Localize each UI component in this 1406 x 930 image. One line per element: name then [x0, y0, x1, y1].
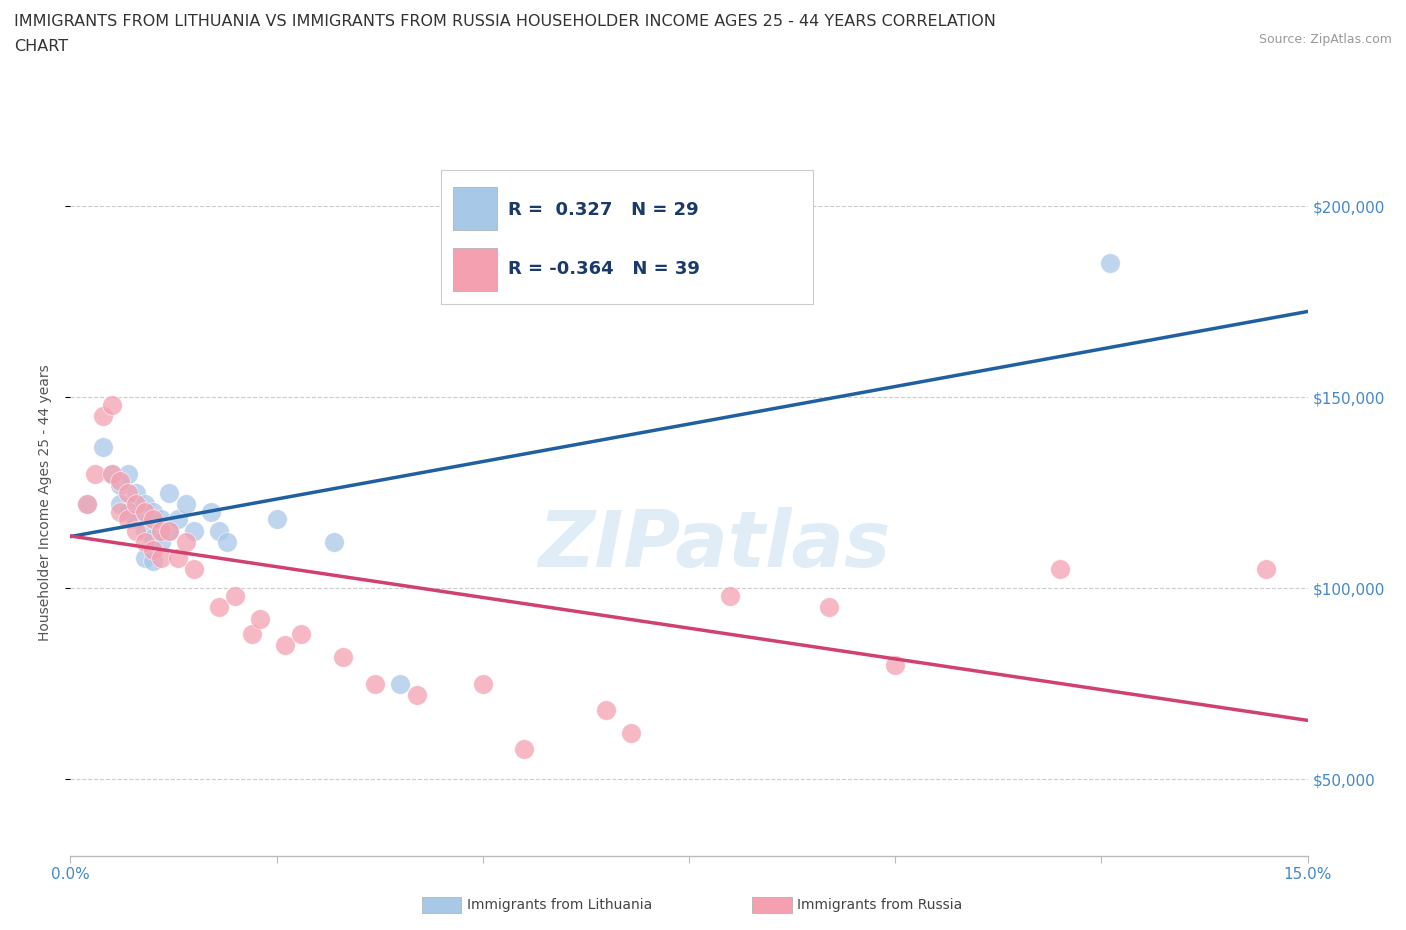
- Point: [157, 524, 180, 538]
- Y-axis label: Householder Income Ages 25 - 44 years: Householder Income Ages 25 - 44 years: [38, 364, 52, 641]
- Point: [117, 485, 139, 500]
- Point: [389, 676, 412, 691]
- Point: [134, 535, 156, 550]
- Point: [134, 551, 156, 565]
- Point: [84, 466, 107, 481]
- Text: ZIPatlas: ZIPatlas: [537, 507, 890, 582]
- Point: [76, 497, 98, 512]
- Point: [266, 512, 288, 526]
- Point: [150, 551, 173, 565]
- Point: [166, 512, 188, 526]
- Point: [142, 531, 165, 546]
- Point: [323, 535, 346, 550]
- Point: [142, 504, 165, 519]
- Point: [150, 535, 173, 550]
- Point: [718, 589, 741, 604]
- Point: [125, 512, 148, 526]
- Point: [249, 611, 271, 626]
- Point: [595, 703, 617, 718]
- Point: [100, 397, 122, 412]
- Text: IMMIGRANTS FROM LITHUANIA VS IMMIGRANTS FROM RUSSIA HOUSEHOLDER INCOME AGES 25 -: IMMIGRANTS FROM LITHUANIA VS IMMIGRANTS …: [14, 14, 995, 29]
- Point: [224, 589, 246, 604]
- Point: [364, 676, 387, 691]
- Point: [274, 638, 297, 653]
- Point: [166, 551, 188, 565]
- Point: [76, 497, 98, 512]
- Point: [157, 524, 180, 538]
- Point: [108, 478, 131, 493]
- Point: [117, 512, 139, 526]
- Point: [142, 512, 165, 526]
- Text: CHART: CHART: [14, 39, 67, 54]
- Point: [134, 524, 156, 538]
- Point: [215, 535, 238, 550]
- Point: [200, 504, 222, 519]
- Point: [1256, 562, 1278, 577]
- Point: [134, 497, 156, 512]
- Point: [1049, 562, 1071, 577]
- Point: [1098, 256, 1121, 271]
- Point: [405, 687, 427, 702]
- Point: [108, 497, 131, 512]
- Point: [108, 504, 131, 519]
- Text: Immigrants from Lithuania: Immigrants from Lithuania: [467, 897, 652, 912]
- Point: [884, 658, 907, 672]
- Text: Source: ZipAtlas.com: Source: ZipAtlas.com: [1258, 33, 1392, 46]
- Point: [332, 649, 354, 664]
- Point: [142, 542, 165, 557]
- Point: [100, 466, 122, 481]
- Point: [117, 466, 139, 481]
- Text: Immigrants from Russia: Immigrants from Russia: [797, 897, 963, 912]
- Point: [117, 504, 139, 519]
- Point: [208, 600, 231, 615]
- Point: [290, 627, 312, 642]
- Point: [818, 600, 841, 615]
- Point: [471, 676, 494, 691]
- Point: [108, 473, 131, 488]
- Point: [513, 741, 536, 756]
- Point: [620, 726, 643, 741]
- Point: [183, 562, 205, 577]
- Point: [100, 466, 122, 481]
- Point: [240, 627, 263, 642]
- Point: [208, 524, 231, 538]
- Point: [91, 439, 114, 454]
- Point: [150, 512, 173, 526]
- Point: [125, 485, 148, 500]
- Point: [174, 497, 197, 512]
- Point: [174, 535, 197, 550]
- Point: [91, 409, 114, 424]
- Point: [183, 524, 205, 538]
- Point: [150, 524, 173, 538]
- Point: [125, 497, 148, 512]
- Point: [125, 524, 148, 538]
- Point: [142, 554, 165, 569]
- Point: [134, 504, 156, 519]
- Point: [157, 485, 180, 500]
